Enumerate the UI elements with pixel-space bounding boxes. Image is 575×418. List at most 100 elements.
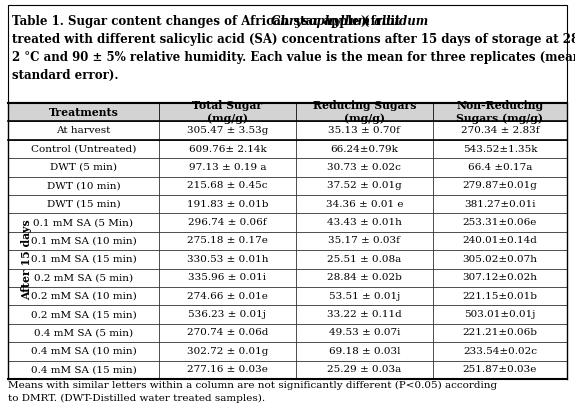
Text: 53.51 ± 0.01j: 53.51 ± 0.01j bbox=[329, 292, 400, 301]
Bar bbox=[296, 342, 433, 361]
Text: 25.51 ± 0.08a: 25.51 ± 0.08a bbox=[327, 255, 401, 264]
Bar bbox=[159, 324, 296, 342]
Bar bbox=[159, 287, 296, 306]
Text: 277.16 ± 0.03e: 277.16 ± 0.03e bbox=[187, 365, 268, 374]
Bar bbox=[296, 158, 433, 176]
Bar bbox=[8, 214, 159, 232]
Bar bbox=[8, 324, 159, 342]
Bar bbox=[296, 195, 433, 214]
Text: 279.87±0.01g: 279.87±0.01g bbox=[462, 181, 538, 190]
Text: 221.15±0.01b: 221.15±0.01b bbox=[462, 292, 538, 301]
Text: 37.52 ± 0.01g: 37.52 ± 0.01g bbox=[327, 181, 402, 190]
Bar bbox=[159, 158, 296, 176]
Text: 233.54±0.02c: 233.54±0.02c bbox=[463, 347, 537, 356]
Text: 28.84 ± 0.02b: 28.84 ± 0.02b bbox=[327, 273, 402, 282]
Text: 0.4 mM SA (10 min): 0.4 mM SA (10 min) bbox=[30, 347, 136, 356]
Text: 330.53 ± 0.01h: 330.53 ± 0.01h bbox=[187, 255, 268, 264]
Text: to DMRT. (DWT-Distilled water treated samples).: to DMRT. (DWT-Distilled water treated sa… bbox=[8, 394, 265, 403]
Text: 0.1 mM SA (10 min): 0.1 mM SA (10 min) bbox=[30, 237, 136, 245]
Text: 305.47 ± 3.53g: 305.47 ± 3.53g bbox=[187, 126, 268, 135]
Bar bbox=[296, 287, 433, 306]
Text: 543.52±1.35k: 543.52±1.35k bbox=[463, 145, 537, 153]
Bar bbox=[159, 361, 296, 379]
Bar bbox=[159, 306, 296, 324]
Text: 30.73 ± 0.02c: 30.73 ± 0.02c bbox=[327, 163, 401, 172]
Bar bbox=[296, 324, 433, 342]
Bar bbox=[159, 269, 296, 287]
Text: 25.29 ± 0.03a: 25.29 ± 0.03a bbox=[327, 365, 401, 374]
Text: 69.18 ± 0.03l: 69.18 ± 0.03l bbox=[328, 347, 400, 356]
Text: 66.24±0.79k: 66.24±0.79k bbox=[331, 145, 398, 153]
Bar bbox=[159, 103, 296, 121]
Text: 503.01±0.01j: 503.01±0.01j bbox=[464, 310, 535, 319]
Text: 296.74 ± 0.06f: 296.74 ± 0.06f bbox=[188, 218, 267, 227]
Bar bbox=[8, 269, 159, 287]
Bar bbox=[433, 140, 567, 158]
Bar bbox=[433, 121, 567, 140]
Text: 0.2 mM SA (15 min): 0.2 mM SA (15 min) bbox=[30, 310, 136, 319]
Bar bbox=[296, 306, 433, 324]
Text: At harvest: At harvest bbox=[56, 126, 110, 135]
Bar bbox=[296, 250, 433, 269]
Bar bbox=[8, 195, 159, 214]
Bar bbox=[8, 121, 159, 140]
Text: Non-Reducing
Sugars (mg/g): Non-Reducing Sugars (mg/g) bbox=[457, 100, 543, 124]
Bar bbox=[8, 287, 159, 306]
Bar bbox=[8, 306, 159, 324]
Bar bbox=[433, 158, 567, 176]
Bar bbox=[433, 361, 567, 379]
Text: 33.22 ± 0.11d: 33.22 ± 0.11d bbox=[327, 310, 402, 319]
Text: 215.68 ± 0.45c: 215.68 ± 0.45c bbox=[187, 181, 267, 190]
Text: DWT (10 min): DWT (10 min) bbox=[47, 181, 120, 190]
Bar bbox=[8, 103, 159, 121]
Text: 335.96 ± 0.01i: 335.96 ± 0.01i bbox=[189, 273, 266, 282]
Bar bbox=[8, 250, 159, 269]
Bar bbox=[433, 250, 567, 269]
Bar bbox=[8, 5, 567, 102]
Text: Table 1. Sugar content changes of African star apple (: Table 1. Sugar content changes of Africa… bbox=[12, 15, 369, 28]
Bar bbox=[8, 342, 159, 361]
Bar bbox=[433, 324, 567, 342]
Bar bbox=[433, 214, 567, 232]
Text: 97.13 ± 0.19 a: 97.13 ± 0.19 a bbox=[189, 163, 266, 172]
Bar bbox=[159, 176, 296, 195]
Bar bbox=[433, 287, 567, 306]
Bar bbox=[159, 342, 296, 361]
Bar bbox=[8, 361, 159, 379]
Text: 66.4 ±0.17a: 66.4 ±0.17a bbox=[467, 163, 532, 172]
Bar bbox=[159, 214, 296, 232]
Text: Chrysophyllum albidum: Chrysophyllum albidum bbox=[271, 15, 428, 28]
Text: 49.53 ± 0.07i: 49.53 ± 0.07i bbox=[329, 329, 400, 337]
Text: 0.4 mM SA (5 min): 0.4 mM SA (5 min) bbox=[34, 329, 133, 337]
Bar bbox=[159, 140, 296, 158]
Text: standard error).: standard error). bbox=[12, 69, 118, 82]
Bar bbox=[296, 103, 433, 121]
Text: 35.13 ± 0.70f: 35.13 ± 0.70f bbox=[328, 126, 400, 135]
Bar bbox=[433, 232, 567, 250]
Text: 536.23 ± 0.01j: 536.23 ± 0.01j bbox=[189, 310, 266, 319]
Text: 274.66 ± 0.01e: 274.66 ± 0.01e bbox=[187, 292, 268, 301]
Bar bbox=[433, 176, 567, 195]
Text: Means with similar letters within a column are not significantly different (P<0.: Means with similar letters within a colu… bbox=[8, 381, 497, 390]
Bar bbox=[8, 158, 159, 176]
Text: 270.74 ± 0.06d: 270.74 ± 0.06d bbox=[187, 329, 268, 337]
Text: DWT (15 min): DWT (15 min) bbox=[47, 200, 120, 209]
Text: Control (Untreated): Control (Untreated) bbox=[31, 145, 136, 153]
Text: 251.87±0.03e: 251.87±0.03e bbox=[463, 365, 537, 374]
Text: ) fruit: ) fruit bbox=[362, 15, 401, 28]
Text: 270.34 ± 2.83f: 270.34 ± 2.83f bbox=[461, 126, 539, 135]
Bar bbox=[433, 269, 567, 287]
Bar bbox=[8, 176, 159, 195]
Text: 0.4 mM SA (15 min): 0.4 mM SA (15 min) bbox=[30, 365, 136, 374]
Text: 0.2 mM SA (5 min): 0.2 mM SA (5 min) bbox=[34, 273, 133, 282]
Text: Total Sugar
(mg/g): Total Sugar (mg/g) bbox=[193, 100, 262, 124]
Text: 275.18 ± 0.17e: 275.18 ± 0.17e bbox=[187, 237, 268, 245]
Bar bbox=[296, 269, 433, 287]
Text: treated with different salicylic acid (SA) concentrations after 15 days of stora: treated with different salicylic acid (S… bbox=[12, 33, 575, 46]
Bar bbox=[296, 361, 433, 379]
Text: 240.01±0.14d: 240.01±0.14d bbox=[462, 237, 538, 245]
Bar bbox=[296, 232, 433, 250]
Text: 307.12±0.02h: 307.12±0.02h bbox=[462, 273, 538, 282]
Text: 609.76± 2.14k: 609.76± 2.14k bbox=[189, 145, 266, 153]
Text: 191.83 ± 0.01b: 191.83 ± 0.01b bbox=[187, 200, 268, 209]
